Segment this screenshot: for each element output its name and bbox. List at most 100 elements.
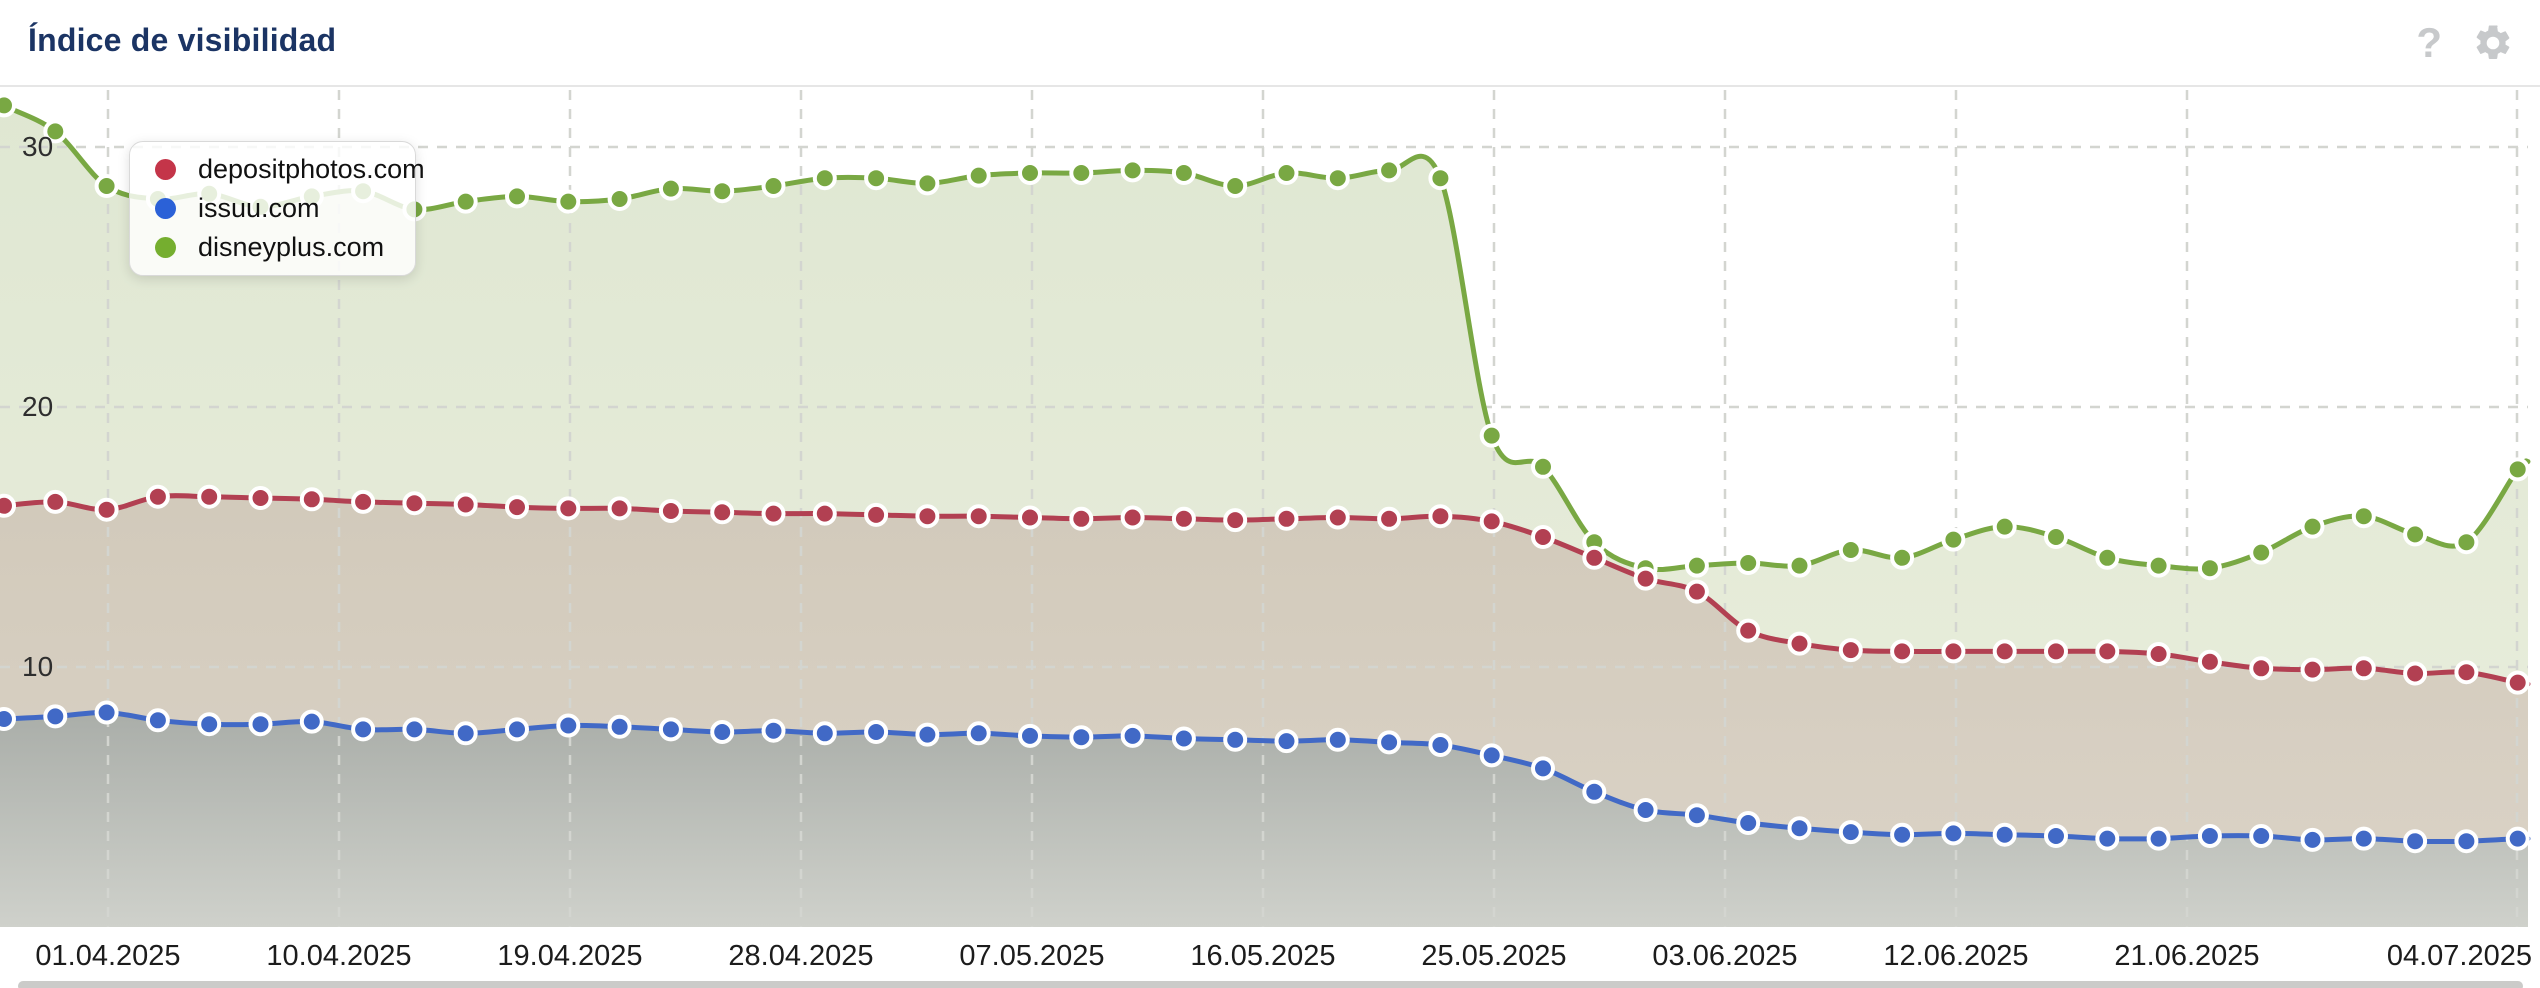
gear-icon[interactable]	[2472, 22, 2514, 64]
data-point[interactable]	[1223, 508, 1248, 533]
data-point[interactable]	[1120, 158, 1145, 183]
data-point[interactable]	[2249, 540, 2274, 565]
data-point[interactable]	[453, 721, 478, 746]
data-point[interactable]	[1992, 822, 2017, 847]
data-point[interactable]	[2095, 545, 2120, 570]
data-point[interactable]	[453, 189, 478, 214]
data-point[interactable]	[1479, 509, 1504, 534]
data-point[interactable]	[1223, 174, 1248, 198]
data-point[interactable]	[2505, 670, 2530, 695]
data-point[interactable]	[1633, 566, 1658, 591]
data-point[interactable]	[2403, 522, 2428, 547]
data-point[interactable]	[1531, 756, 1555, 781]
data-point[interactable]	[1018, 505, 1042, 530]
data-point[interactable]	[556, 713, 581, 738]
legend-item-depositphotos.com[interactable]: depositphotos.com	[130, 150, 425, 189]
data-point[interactable]	[1787, 816, 1812, 841]
data-point[interactable]	[1582, 545, 1607, 570]
data-point[interactable]	[2095, 639, 2120, 664]
data-point[interactable]	[1018, 161, 1042, 185]
data-point[interactable]	[1684, 803, 1709, 828]
data-point[interactable]	[812, 501, 837, 526]
data-point[interactable]	[966, 163, 991, 188]
data-point[interactable]	[915, 171, 940, 196]
data-point[interactable]	[1120, 505, 1145, 530]
data-point[interactable]	[351, 717, 376, 742]
data-point[interactable]	[864, 502, 889, 527]
data-point[interactable]	[607, 496, 632, 521]
data-point[interactable]	[1120, 723, 1145, 748]
data-point[interactable]	[710, 720, 735, 744]
data-point[interactable]	[1992, 639, 2017, 664]
data-point[interactable]	[2351, 504, 2376, 529]
data-point[interactable]	[2044, 525, 2068, 549]
data-point[interactable]	[1890, 822, 1915, 847]
data-point[interactable]	[2403, 829, 2428, 854]
data-point[interactable]	[2095, 826, 2120, 851]
data-point[interactable]	[505, 717, 529, 742]
data-point[interactable]	[1684, 553, 1709, 578]
data-point[interactable]	[658, 499, 683, 523]
data-point[interactable]	[2300, 827, 2325, 852]
data-point[interactable]	[761, 174, 786, 198]
data-point[interactable]	[1736, 551, 1761, 575]
data-point[interactable]	[2249, 656, 2274, 681]
data-point[interactable]	[607, 187, 632, 211]
data-point[interactable]	[2044, 824, 2068, 848]
data-point[interactable]	[1377, 506, 1402, 531]
data-point[interactable]	[1838, 538, 1863, 562]
data-point[interactable]	[556, 189, 581, 214]
data-point[interactable]	[197, 712, 222, 737]
help-icon[interactable]: ?	[2416, 18, 2442, 66]
horizontal-scrollbar[interactable]	[18, 981, 2523, 988]
data-point[interactable]	[812, 721, 837, 746]
data-point[interactable]	[607, 714, 632, 739]
data-point[interactable]	[402, 491, 427, 516]
data-point[interactable]	[2249, 824, 2274, 848]
data-point[interactable]	[2454, 660, 2479, 685]
data-point[interactable]	[864, 166, 889, 191]
data-point[interactable]	[1531, 525, 1555, 549]
data-point[interactable]	[1479, 743, 1504, 768]
data-point[interactable]	[43, 704, 68, 729]
data-point[interactable]	[0, 707, 16, 731]
series-points-disneyplus.com[interactable]	[0, 93, 2530, 581]
data-point[interactable]	[2351, 656, 2376, 681]
data-point[interactable]	[94, 700, 119, 725]
data-point[interactable]	[1377, 158, 1402, 183]
data-point[interactable]	[94, 174, 119, 198]
data-point[interactable]	[1325, 727, 1350, 752]
data-point[interactable]	[1736, 618, 1761, 643]
data-point[interactable]	[1274, 161, 1299, 185]
data-point[interactable]	[1941, 527, 1966, 552]
data-point[interactable]	[1838, 820, 1863, 845]
data-point[interactable]	[1941, 639, 1966, 664]
data-point[interactable]	[402, 717, 427, 742]
series-points-depositphotos.com[interactable]	[0, 484, 2530, 695]
data-point[interactable]	[2403, 661, 2428, 686]
data-point[interactable]	[1428, 504, 1453, 529]
data-point[interactable]	[2454, 829, 2479, 854]
data-point[interactable]	[966, 721, 991, 746]
data-point[interactable]	[43, 119, 68, 144]
data-point[interactable]	[1377, 730, 1402, 755]
data-point[interactable]	[1582, 779, 1607, 804]
data-point[interactable]	[1223, 727, 1248, 752]
data-point[interactable]	[1325, 505, 1350, 530]
data-point[interactable]	[1633, 798, 1658, 822]
data-point[interactable]	[1274, 729, 1299, 754]
data-point[interactable]	[145, 708, 170, 733]
data-point[interactable]	[94, 497, 119, 522]
data-point[interactable]	[1684, 579, 1709, 604]
data-point[interactable]	[2197, 556, 2222, 581]
data-point[interactable]	[1787, 631, 1812, 656]
data-point[interactable]	[1787, 553, 1812, 578]
data-point[interactable]	[145, 484, 170, 509]
data-point[interactable]	[2197, 649, 2222, 674]
data-point[interactable]	[1890, 545, 1915, 570]
data-point[interactable]	[1171, 726, 1196, 751]
data-point[interactable]	[2454, 530, 2479, 555]
data-point[interactable]	[0, 93, 16, 118]
data-point[interactable]	[197, 484, 222, 509]
data-point[interactable]	[2146, 826, 2171, 851]
